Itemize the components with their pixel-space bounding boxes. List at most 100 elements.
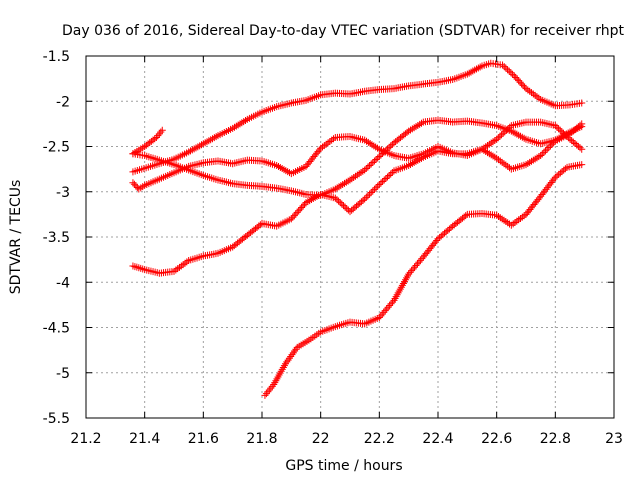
data-point: [476, 63, 484, 71]
data-point: [462, 212, 470, 220]
data-point: [372, 155, 380, 163]
data-point: [151, 135, 159, 143]
x-tick-label: 23: [605, 431, 623, 447]
data-point: [502, 126, 510, 134]
data-point: [366, 140, 374, 148]
data-point: [561, 165, 569, 173]
data-point: [556, 126, 564, 134]
data-point: [374, 154, 382, 162]
data-point: [256, 221, 264, 229]
data-point: [543, 145, 551, 153]
data-point: [261, 391, 269, 399]
data-point: [157, 128, 165, 136]
data-point: [240, 118, 248, 126]
data-point: [361, 195, 369, 203]
data-point: [509, 70, 517, 78]
data-point: [386, 302, 394, 310]
data-point: [405, 270, 413, 278]
data-point: [361, 166, 369, 174]
data-point: [372, 143, 380, 151]
data-point: [289, 349, 297, 357]
data-point: [155, 130, 163, 138]
data-point: [574, 123, 582, 131]
data-point: [370, 185, 378, 193]
data-point: [504, 219, 512, 227]
data-point: [555, 170, 563, 178]
y-tick-label: -1.5: [43, 49, 70, 65]
data-points: [129, 59, 586, 399]
data-point: [378, 310, 386, 318]
data-point: [515, 216, 523, 224]
x-tick-label: 21.2: [70, 431, 101, 447]
series-track-6: [261, 161, 586, 399]
data-point: [498, 158, 506, 166]
data-point: [281, 360, 289, 368]
data-point: [158, 126, 166, 134]
data-point: [383, 305, 391, 313]
data-point: [512, 73, 520, 81]
data-point: [331, 194, 339, 202]
data-point: [499, 129, 507, 137]
data-point: [369, 187, 377, 195]
x-tick-label: 22: [312, 431, 330, 447]
data-point: [521, 83, 529, 91]
data-point: [132, 182, 140, 190]
data-point: [343, 205, 351, 213]
data-point: [293, 208, 301, 216]
data-point: [333, 196, 341, 204]
data-point: [513, 75, 521, 83]
data-point: [505, 67, 513, 75]
data-point: [578, 145, 586, 153]
data-point: [296, 205, 304, 213]
data-point: [540, 148, 548, 156]
data-point: [545, 144, 553, 152]
axis-ticks: 21.2 21.4 21.6 21.8 22 22.2 22.4 22.6 22.8 23 -1.5…: [43, 49, 623, 447]
data-point: [290, 212, 298, 220]
data-point: [262, 390, 270, 398]
data-point: [389, 298, 397, 306]
data-point: [366, 190, 374, 198]
data-point: [571, 140, 579, 148]
data-point: [526, 87, 534, 95]
data-point: [520, 134, 528, 142]
x-tick-label: 22.4: [422, 431, 453, 447]
data-point: [289, 213, 297, 221]
data-point: [487, 139, 495, 147]
data-point: [278, 165, 286, 173]
data-point: [284, 356, 292, 364]
data-point: [409, 265, 417, 273]
data-point: [548, 140, 556, 148]
data-point: [555, 125, 563, 133]
data-point: [471, 66, 479, 74]
data-point: [201, 139, 209, 147]
data-point: [267, 384, 275, 392]
data-point: [212, 133, 220, 141]
data-point: [569, 138, 577, 146]
data-point: [520, 212, 528, 220]
y-tick-label: -5: [56, 366, 70, 382]
data-point: [336, 199, 344, 207]
plot-frame: [85, 55, 615, 419]
data-point: [516, 78, 524, 86]
y-tick-label: -4: [56, 275, 70, 291]
data-point: [339, 181, 347, 189]
data-point: [372, 184, 380, 192]
data-point: [154, 132, 162, 140]
data-point: [519, 81, 527, 89]
data-point: [377, 179, 385, 187]
data-point: [410, 124, 418, 132]
data-point: [339, 202, 347, 210]
data-point: [265, 386, 273, 394]
data-point: [379, 177, 387, 185]
data-point: [568, 137, 576, 145]
data-point: [328, 136, 336, 144]
data-point: [411, 263, 419, 271]
data-point: [413, 260, 421, 268]
data-point: [509, 128, 517, 136]
data-point: [299, 202, 307, 210]
data-point: [502, 64, 510, 72]
data-point: [501, 128, 509, 136]
data-point: [556, 169, 564, 177]
